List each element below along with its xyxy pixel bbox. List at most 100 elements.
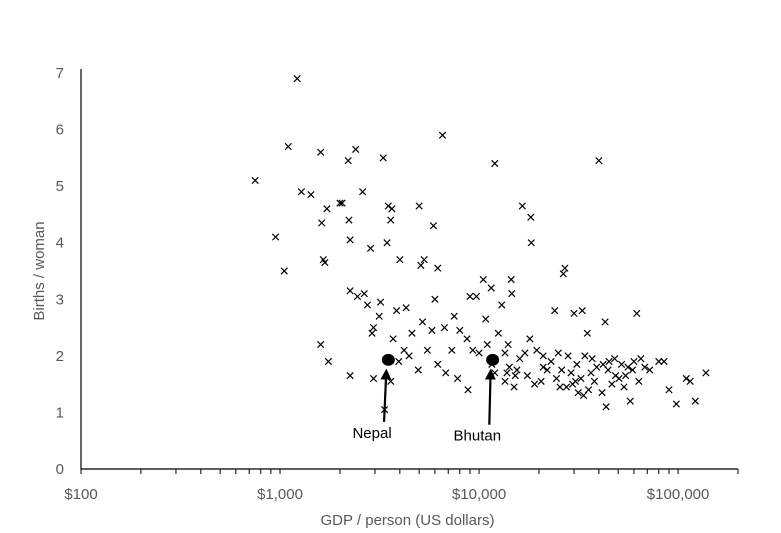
scatter-point: [595, 157, 603, 165]
scatter-point: [508, 290, 516, 298]
scatter-point: [672, 400, 680, 408]
scatter-point: [655, 357, 663, 366]
scatter-point: [521, 349, 529, 357]
y-tick-label: 1: [56, 404, 64, 421]
scatter-point: [440, 323, 449, 332]
scatter-point: [581, 352, 589, 360]
scatter-point: [588, 355, 596, 363]
scatter-point: [405, 352, 413, 360]
scatter-point: [702, 369, 710, 377]
scatter-point: [552, 374, 561, 383]
scatter-point: [578, 306, 586, 315]
scatter-point: [630, 357, 638, 366]
scatter-point: [608, 380, 616, 388]
scatter-point: [271, 233, 280, 241]
scatter-point: [584, 386, 593, 394]
scatter-point: [501, 349, 509, 357]
scatter-point: [494, 329, 502, 337]
scatter-point: [601, 318, 609, 326]
scatter-point: [395, 357, 403, 366]
scatter-point: [602, 403, 610, 411]
highlight-dot-bhutan: [486, 353, 500, 366]
scatter-point: [353, 292, 362, 301]
scatter-point: [504, 340, 512, 349]
scatter-point: [590, 377, 599, 385]
scatter-point: [633, 309, 641, 318]
scatter-point: [660, 357, 668, 366]
y-tick-label: 6: [56, 122, 64, 139]
scatter-point: [346, 287, 354, 295]
highlight-arrow-nepal: [380, 368, 392, 422]
scatter-point: [387, 216, 395, 224]
scatter-point: [453, 374, 462, 383]
scatter-point: [324, 357, 333, 366]
scatter-point: [420, 256, 428, 264]
y-tick-label: 0: [56, 461, 64, 478]
scatter-point: [483, 340, 491, 349]
highlight-label-bhutan: Bhutan: [454, 428, 502, 445]
scatter-point: [463, 335, 471, 343]
scatter-point: [438, 131, 447, 139]
scatter-point: [318, 219, 326, 227]
scatter-point: [539, 363, 547, 371]
scatter-point: [414, 366, 422, 374]
x-tick-label: $1,000: [257, 486, 303, 503]
scatter-point: [293, 75, 301, 83]
scatter-point: [579, 391, 588, 400]
scatter-point: [415, 202, 423, 210]
scatter-point: [682, 374, 690, 383]
y-tick-label: 7: [56, 65, 64, 82]
scatter-point: [475, 349, 483, 357]
scatter-point: [387, 377, 395, 385]
scatter-point: [345, 216, 353, 224]
scatter-point: [691, 397, 699, 405]
scatter-point: [321, 258, 329, 267]
scatter-point: [527, 213, 535, 221]
scatter-point: [363, 301, 372, 309]
scatter-point: [511, 372, 519, 380]
scatter-point: [537, 377, 545, 385]
scatter-point: [523, 372, 532, 380]
scatter-point: [577, 374, 585, 383]
scatter-point: [503, 369, 511, 377]
x-tick-label: $100: [64, 486, 97, 503]
scatter-point: [482, 315, 490, 323]
scatter-point: [583, 329, 591, 337]
scatter-point: [561, 264, 569, 272]
scatter-point: [323, 205, 331, 213]
scatter-point: [376, 298, 385, 306]
scatter-point: [423, 346, 432, 354]
scatter-point: [251, 176, 259, 185]
scatter-point: [498, 301, 506, 309]
scatter-point: [369, 323, 378, 332]
scatter-point: [396, 256, 404, 264]
scatter-point: [297, 188, 305, 196]
scatter-point: [448, 346, 456, 354]
highlight-arrow-bhutan: [484, 368, 496, 425]
highlight-label-nepal: Nepal: [352, 425, 391, 442]
data-points: [251, 75, 710, 414]
scatter-point: [408, 329, 416, 337]
scatter-point: [571, 377, 580, 385]
scatter-point: [501, 377, 509, 385]
scatter-point: [611, 372, 620, 380]
scatter-point: [665, 386, 673, 394]
scatter-point: [635, 377, 643, 385]
scatter-point: [429, 222, 438, 230]
scatter-point: [388, 205, 396, 213]
scatter-point: [620, 383, 628, 391]
scatter-point: [346, 236, 354, 244]
scatter-point: [626, 397, 634, 405]
scatter-point: [570, 309, 578, 318]
scatter-point: [383, 239, 391, 247]
scatter-point: [516, 355, 524, 363]
scatter-point: [317, 148, 325, 156]
scatter-point: [621, 372, 630, 380]
y-axis-title: Births / woman: [31, 221, 48, 320]
scatter-point: [556, 383, 564, 391]
scatter-point: [479, 275, 487, 284]
y-tick-label: 4: [56, 235, 64, 252]
scatter-point: [379, 154, 387, 162]
scatter-point: [554, 349, 562, 357]
